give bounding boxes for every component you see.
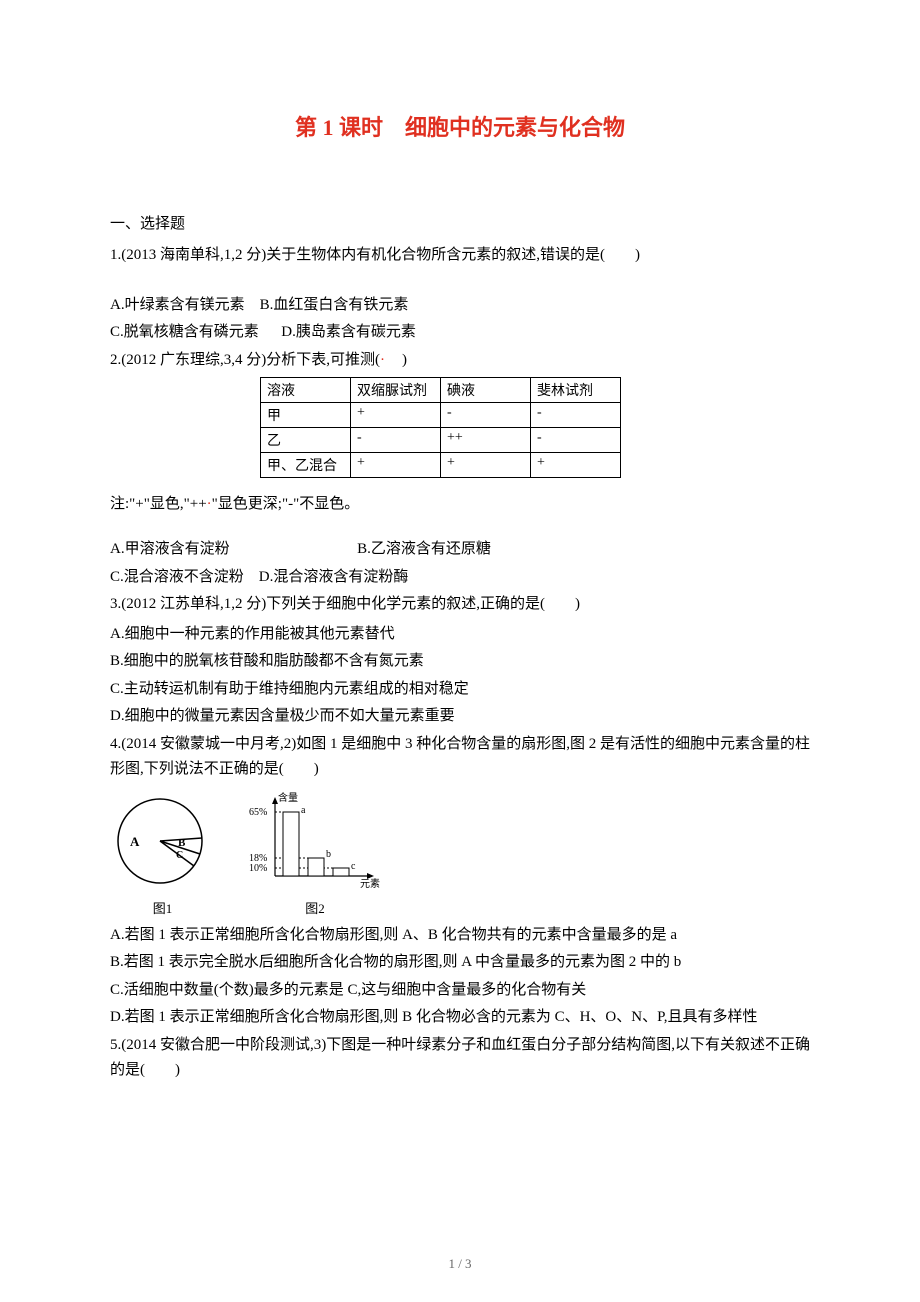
- section-heading: 一、选择题: [110, 212, 810, 233]
- q2-optB: B.乙溶液含有还原糖: [357, 537, 491, 563]
- q1-optD: D.胰岛素含有碳元素: [281, 320, 416, 346]
- q1-optC: C.脱氧核糖含有磷元素: [110, 320, 259, 346]
- q3-optC: C.主动转运机制有助于维持细胞内元素组成的相对稳定: [110, 677, 810, 703]
- x-axis-label: 元素: [360, 877, 380, 890]
- th-iodine: 碘液: [441, 378, 531, 403]
- figure-2: 含量 元素 65% 18% 10% a b c 图2: [245, 791, 385, 917]
- q2-stem-post: ): [385, 352, 409, 368]
- q1-optB: B.血红蛋白含有铁元素: [260, 293, 409, 319]
- q3-optD: D.细胞中的微量元素因含量极少而不如大量元素重要: [110, 704, 810, 730]
- y-axis-label: 含量: [278, 791, 298, 804]
- q2-note: 注:"+"显色,"++·"显色更深;"-"不显色。: [110, 492, 810, 513]
- q2-note-pre: 注:"+"显色,"++: [110, 496, 207, 512]
- fig1-label: 图1: [110, 898, 215, 917]
- q4-optC: C.活细胞中数量(个数)最多的元素是 C,这与细胞中含量最多的化合物有关: [110, 978, 810, 1004]
- q2-optD: D.混合溶液含有淀粉酶: [259, 565, 409, 591]
- q2-optA: A.甲溶液含有淀粉: [110, 537, 230, 563]
- ytick-10: 10%: [249, 863, 267, 874]
- bar-label-b: b: [326, 849, 331, 860]
- figure-1: A B C 图1: [110, 796, 215, 917]
- ytick-65: 65%: [249, 807, 267, 818]
- q4-optD: D.若图 1 表示正常细胞所含化合物扇形图,则 B 化合物必含的元素为 C、H、…: [110, 1005, 810, 1031]
- table-row: 甲、乙混合 + + +: [261, 453, 621, 478]
- bar-chart-icon: 含量 元素 65% 18% 10% a b c: [245, 791, 385, 891]
- bar-label-c: c: [351, 861, 356, 872]
- q3-stem: 3.(2012 江苏单科,1,2 分)下列关于细胞中化学元素的叙述,正确的是( …: [110, 592, 810, 618]
- pie-chart-icon: A B C: [110, 796, 215, 891]
- q2-table: 溶液 双缩脲试剂 碘液 斐林试剂 甲 + - - 乙 - ++ - 甲、乙混合 …: [260, 377, 621, 478]
- q3-optA: A.细胞中一种元素的作用能被其他元素替代: [110, 622, 810, 648]
- q1-stem: 1.(2013 海南单科,1,2 分)关于生物体内有机化合物所含元素的叙述,错误…: [110, 243, 810, 269]
- q5-stem: 5.(2014 安徽合肥一中阶段测试,3)下图是一种叶绿素分子和血红蛋白分子部分…: [110, 1033, 810, 1084]
- q2-stem: 2.(2012 广东理综,3,4 分)分析下表,可推测(· ): [110, 348, 810, 374]
- fig2-label: 图2: [245, 898, 385, 917]
- pie-label-B: B: [178, 837, 186, 849]
- table-row: 甲 + - -: [261, 403, 621, 428]
- table-row: 乙 - ++ -: [261, 428, 621, 453]
- th-biuret: 双缩脲试剂: [351, 378, 441, 403]
- th-solution: 溶液: [261, 378, 351, 403]
- q2-options: A.甲溶液含有淀粉 B.乙溶液含有还原糖 C.混合溶液不含淀粉 D.混合溶液含有…: [110, 537, 810, 590]
- pie-label-A: A: [130, 834, 140, 849]
- bar-label-a: a: [301, 805, 306, 816]
- table-header-row: 溶液 双缩脲试剂 碘液 斐林试剂: [261, 378, 621, 403]
- pie-label-C: C: [176, 850, 183, 861]
- q3-options: A.细胞中一种元素的作用能被其他元素替代 B.细胞中的脱氧核苷酸和脂肪酸都不含有…: [110, 622, 810, 730]
- q4-optB: B.若图 1 表示完全脱水后细胞所含化合物的扇形图,则 A 中含量最多的元素为图…: [110, 950, 810, 976]
- q2-optC: C.混合溶液不含淀粉: [110, 565, 244, 591]
- q1-optA: A.叶绿素含有镁元素: [110, 293, 245, 319]
- q4-figures: A B C 图1 含量 元素 65% 18% 10% a b: [110, 791, 810, 917]
- q4-stem: 4.(2014 安徽蒙城一中月考,2)如图 1 是细胞中 3 种化合物含量的扇形…: [110, 732, 810, 783]
- lesson-title: 第 1 课时 细胞中的元素与化合物: [110, 110, 810, 142]
- q2-note-post: "显色更深;"-"不显色。: [212, 496, 360, 512]
- q1-options: A.叶绿素含有镁元素 B.血红蛋白含有铁元素 C.脱氧核糖含有磷元素 D.胰岛素…: [110, 293, 810, 346]
- th-fehling: 斐林试剂: [531, 378, 621, 403]
- page-number: 1 / 3: [0, 1256, 920, 1272]
- q4-options: A.若图 1 表示正常细胞所含化合物扇形图,则 A、B 化合物共有的元素中含量最…: [110, 923, 810, 1031]
- q3-optB: B.细胞中的脱氧核苷酸和脂肪酸都不含有氮元素: [110, 649, 810, 675]
- q2-stem-pre: 2.(2012 广东理综,3,4 分)分析下表,可推测(: [110, 352, 380, 368]
- q4-optA: A.若图 1 表示正常细胞所含化合物扇形图,则 A、B 化合物共有的元素中含量最…: [110, 923, 810, 949]
